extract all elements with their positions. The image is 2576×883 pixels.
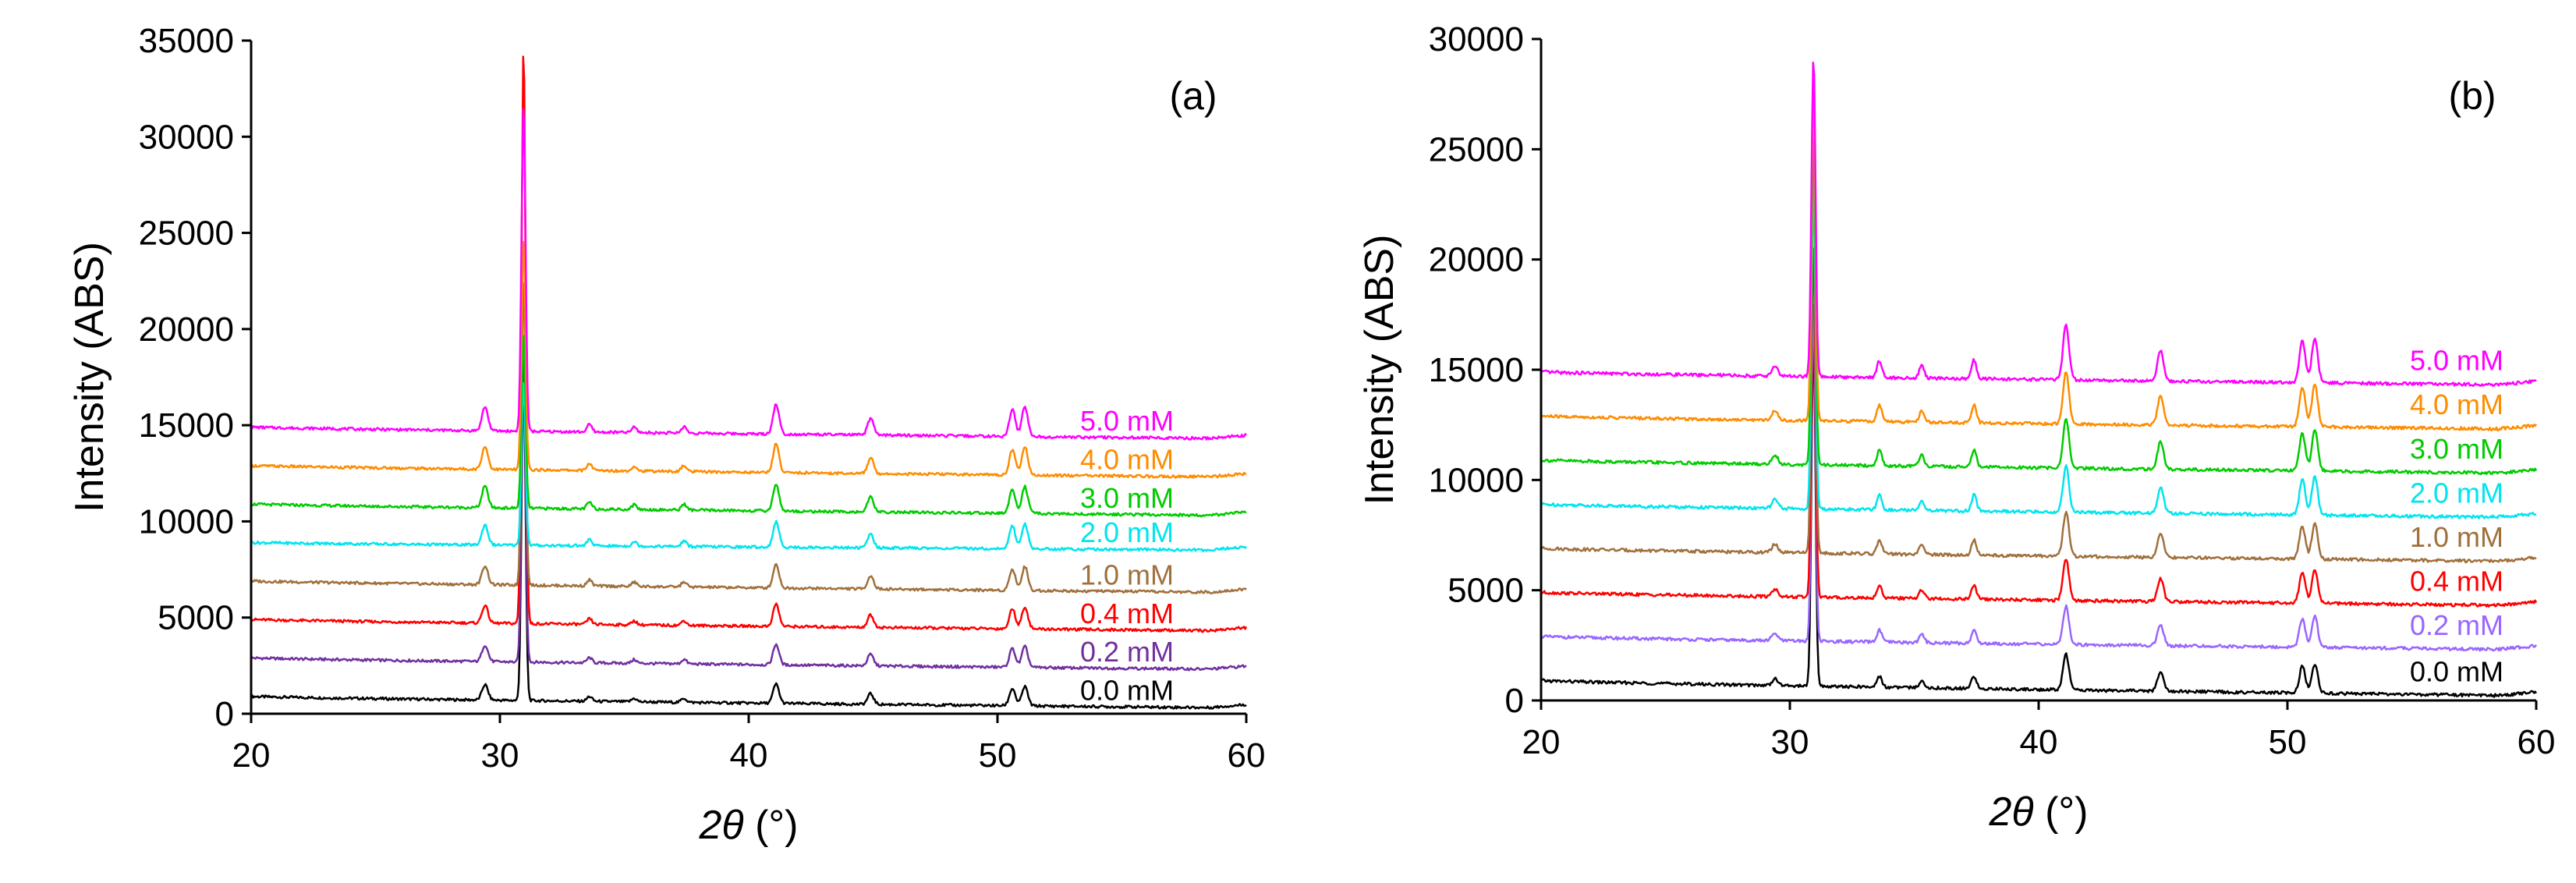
y-tick-label: 25000 [139,215,234,253]
series-line-0-0-mm [250,377,1247,710]
legend-label: 2.0 mM [1080,516,1174,548]
series-line-1-0-mm [1540,181,2537,564]
series-line-0-2-mm [250,359,1247,672]
y-tick-label: 5000 [158,599,234,637]
y-axis-title: Intensity (ABS) [67,242,112,512]
series-line-4-0-mm [250,240,1247,479]
x-axis-title: 2θ (°) [1988,789,2088,835]
x-tick-label: 50 [979,736,1017,775]
series-line-0-4-mm [1540,247,2538,608]
x-tick-label: 30 [1771,723,1809,761]
x-tick-label: 50 [2269,723,2307,761]
chart-panel-a: 0 5000 10000 15000 20000 25000 30000 35000 20 30 4… [67,22,1265,848]
series-line-3-0-mm [1540,138,2538,476]
legend-label: 5.0 mM [2410,345,2503,377]
legend-label: 1.0 mM [2410,521,2503,553]
x-tick-label: 60 [1228,736,1266,775]
legend-label: 0.2 mM [2410,609,2503,641]
series-line-0-2-mm [1540,303,2538,652]
x-axis-title-unit: (°) [744,803,799,848]
legend-label: 0.4 mM [2410,565,2503,597]
y-tick-label: 10000 [1429,461,1524,499]
panel-label: (b) [2448,74,2496,118]
y-tick-label: 30000 [139,118,234,156]
x-axis-title-unit: (°) [2034,789,2089,835]
x-tick-label: 20 [232,736,271,775]
legend-label: 1.0 mM [1080,559,1174,590]
x-tick-label: 40 [2020,723,2058,761]
legend-label: 0.2 mM [1080,636,1174,668]
x-tick-label: 40 [730,736,768,775]
series-group [250,55,1248,710]
legend-label: 4.0 mM [1080,444,1174,476]
legend-label: 0.0 mM [1080,674,1174,706]
x-axis-title-symbol: 2θ [1988,789,2033,835]
y-tick-label: 5000 [1447,572,1524,610]
x-tick-label: 30 [481,736,519,775]
y-tick-label: 20000 [1429,241,1524,279]
panel-label: (a) [1169,74,1217,118]
legend-label: 2.0 mM [2410,477,2503,509]
series-line-3-0-mm [250,335,1247,518]
chart-panel-b: 0 5000 10000 15000 20000 25000 30000 20 30 40 50 60… [1357,20,2555,835]
y-tick-label: 25000 [1429,130,1524,168]
legend-label: 4.0 mM [2410,388,2503,420]
y-tick-label: 15000 [1429,351,1524,389]
x-tick-label: 60 [2518,723,2556,761]
y-tick-label: 35000 [139,22,234,60]
legend-label: 0.0 mM [2410,655,2503,687]
series-line-1-0-mm [250,282,1247,594]
y-axis-title: Intensity (ABS) [1357,235,1402,505]
y-tick-label: 30000 [1429,20,1524,59]
legend-label: 3.0 mM [1080,482,1174,514]
y-tick-label: 20000 [139,310,234,349]
x-tick-label: 20 [1522,723,1561,761]
y-tick-label: 0 [1505,682,1524,720]
series-group [1540,62,2538,698]
series-line-0-4-mm [250,55,1248,633]
x-axis-title-symbol: 2θ [698,803,743,848]
series-line-5-0-mm [250,108,1247,441]
series-line-2-0-mm [1540,182,2537,520]
y-tick-label: 0 [215,695,234,733]
y-tick-label: 10000 [139,502,234,541]
legend-label: 3.0 mM [2410,433,2503,465]
series-line-5-0-mm [1540,62,2537,388]
y-tick-label: 15000 [139,406,234,445]
legend-label: 0.4 mM [1080,598,1174,629]
legend-label: 5.0 mM [1080,405,1174,437]
x-axis-title: 2θ (°) [698,803,798,848]
series-line-2-0-mm [250,381,1247,553]
series-line-0-0-mm [1540,337,2538,698]
series-line-4-0-mm [1540,95,2538,431]
